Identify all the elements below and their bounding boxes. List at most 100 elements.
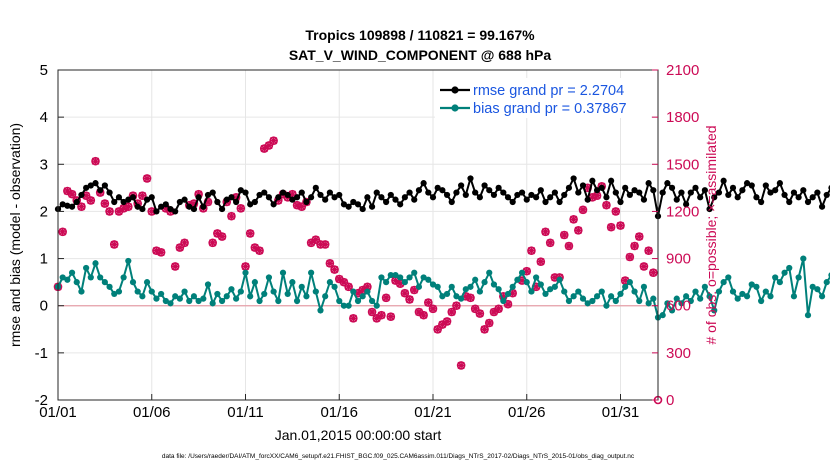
bias-point (289, 279, 296, 286)
bias-point (664, 300, 671, 307)
rmse-point (462, 191, 469, 199)
rmse-point (537, 187, 544, 194)
bias-point (167, 300, 174, 307)
bias-point (350, 288, 357, 295)
bias-point (636, 297, 643, 305)
obs-assimilated-marker (297, 202, 306, 211)
y2-tick-label: 1200 (666, 203, 699, 220)
bias-point (500, 297, 507, 305)
rmse-point (101, 182, 108, 189)
rmse-point (748, 182, 755, 189)
rmse-point (223, 196, 230, 203)
bias-point (533, 274, 540, 281)
obs-assimilated-marker (344, 283, 353, 291)
rmse-point (92, 180, 99, 187)
rmse-point (251, 198, 258, 206)
bias-point (800, 255, 807, 262)
bias-point (247, 293, 254, 300)
bias-point (814, 286, 821, 293)
bias-point (481, 279, 488, 286)
bias-point (762, 288, 769, 295)
rmse-point (767, 189, 774, 196)
rmse-point (814, 189, 821, 196)
rmse-point (64, 202, 71, 209)
obs-assimilated-marker (241, 262, 250, 271)
rmse-point (518, 189, 526, 196)
rmse-point (804, 198, 812, 206)
obs-assimilated-marker (447, 308, 456, 316)
obs-assimilated-marker (494, 305, 503, 313)
rmse-point (823, 191, 830, 199)
rmse-point (683, 201, 690, 208)
x-tick-label: 01/01 (39, 404, 77, 421)
obs-assimilated-marker (593, 191, 601, 200)
y-tick-label: 0 (40, 298, 48, 315)
rmse-point (509, 198, 516, 206)
rmse-point (579, 182, 587, 189)
x-tick-label: 01/16 (320, 404, 358, 421)
bias-point (190, 293, 198, 300)
bias-point (284, 290, 291, 298)
obs-assimilated-marker (504, 300, 512, 308)
obs-assimilated-marker (251, 243, 259, 252)
rmse-point (476, 194, 483, 201)
rmse-point (561, 191, 568, 199)
rmse-point (364, 194, 371, 201)
bias-point (345, 302, 352, 309)
bias-point (303, 293, 310, 300)
x-tick-label: 01/06 (133, 404, 171, 421)
obs-assimilated-marker (138, 191, 147, 200)
obs-assimilated-marker (82, 191, 90, 200)
bias-point (715, 288, 723, 295)
obs-assimilated-marker (602, 201, 611, 209)
bias-point (711, 307, 718, 314)
rmse-point (664, 180, 671, 187)
bias-point (383, 279, 390, 286)
rmse-point (415, 187, 423, 194)
obs-assimilated-marker (588, 193, 597, 202)
rmse-point (242, 189, 249, 196)
rmse-point (612, 189, 619, 196)
obs-assimilated-marker (499, 292, 508, 301)
bias-point (83, 264, 90, 272)
rmse-point (786, 198, 793, 206)
bias-point (504, 290, 512, 298)
bias-point (158, 290, 165, 298)
obs-assimilated-marker (288, 190, 297, 198)
y-tick-label: 4 (40, 109, 48, 126)
rmse-point (153, 208, 160, 215)
rmse-point (111, 198, 118, 206)
rmse-point (565, 184, 573, 191)
rmse-point (373, 189, 380, 196)
bias-point (308, 269, 315, 276)
bias-point (598, 288, 605, 295)
bias-point (467, 283, 474, 290)
bias-point (443, 290, 451, 298)
bias-point (298, 283, 305, 290)
rmse-point (481, 182, 488, 189)
bias-point (312, 288, 319, 295)
rmse-point (443, 191, 451, 199)
bias-point (92, 260, 99, 267)
rmse-point (275, 194, 282, 201)
obs-assimilated-marker (265, 141, 273, 150)
obs-assimilated-marker (377, 311, 386, 319)
obs-assimilated-marker (391, 276, 400, 285)
obs-assimilated-marker (565, 242, 573, 250)
obs-assimilated-marker (532, 283, 540, 291)
rmse-point (397, 201, 404, 208)
obs-assimilated-marker (157, 248, 165, 257)
rmse-point (687, 189, 694, 196)
bias-point (172, 293, 179, 300)
rmse-point (228, 194, 235, 201)
rmse-point (209, 189, 216, 196)
bias-point (472, 276, 479, 283)
rmse-point (589, 177, 596, 184)
rmse-point (500, 189, 507, 196)
bias-point (790, 293, 798, 300)
bias-point (368, 297, 376, 305)
bias-point (181, 288, 188, 295)
bias-point (575, 288, 582, 295)
rmse-point (776, 180, 783, 187)
obs-assimilated-marker (401, 289, 409, 297)
